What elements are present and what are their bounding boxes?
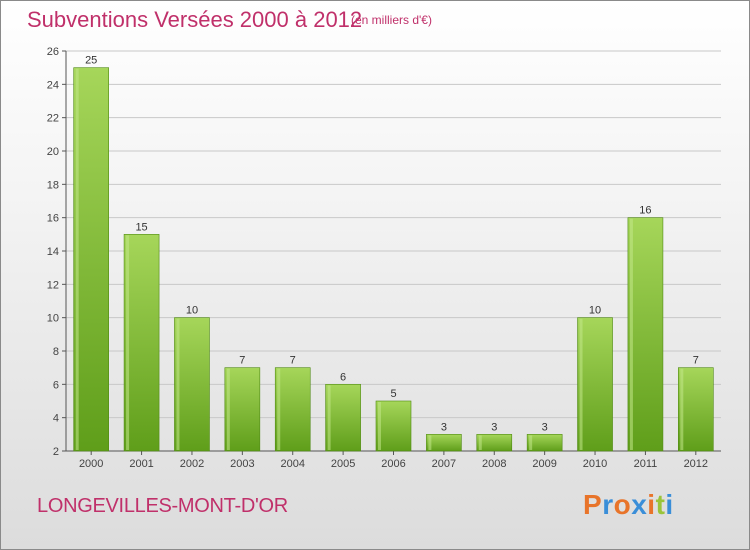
- bar-2010: [577, 317, 613, 452]
- x-tick-label: 2000: [79, 458, 103, 470]
- bar-2011: [627, 217, 664, 452]
- x-tick-label: 2008: [482, 458, 506, 470]
- bar-highlight: [478, 435, 482, 450]
- bar-highlight: [680, 368, 684, 450]
- y-tick-label: 14: [47, 246, 59, 258]
- x-tick-label: 2002: [180, 458, 204, 470]
- bar-highlight: [629, 218, 633, 450]
- logo-letter: x: [631, 489, 648, 520]
- value-label-2003: 7: [239, 355, 245, 367]
- logo-letter: t: [655, 489, 666, 520]
- logo-letter: i: [647, 489, 656, 520]
- x-tick-label: 2011: [634, 458, 658, 470]
- bar-highlight: [579, 318, 583, 450]
- bar-highlight: [226, 368, 230, 450]
- bar-highlight: [126, 235, 130, 450]
- bar-highlight: [176, 318, 180, 450]
- bar-2002: [174, 317, 210, 452]
- x-tick-label: 2012: [684, 458, 708, 470]
- chart-title: Subventions Versées 2000 à 2012: [27, 7, 363, 32]
- x-tick-label: 2010: [583, 458, 607, 470]
- value-label-2010: 10: [589, 305, 601, 317]
- value-label-2000: 25: [85, 55, 97, 67]
- y-tick-label: 12: [47, 279, 59, 291]
- bar-2004: [274, 367, 311, 452]
- value-label-2005: 6: [340, 371, 346, 383]
- bar-2006: [375, 400, 412, 452]
- value-label-2009: 3: [542, 421, 548, 433]
- x-tick-label: 2004: [280, 458, 304, 470]
- y-tick-label: 6: [53, 379, 59, 391]
- y-tick-label: 20: [47, 146, 59, 158]
- y-tick-label: 22: [47, 113, 59, 125]
- value-label-2006: 5: [390, 388, 396, 400]
- bar-highlight: [75, 68, 79, 451]
- bar-2009: [526, 434, 563, 452]
- x-tick-label: 2001: [129, 458, 153, 470]
- bar-highlight: [277, 368, 281, 450]
- bar-2005: [325, 384, 361, 452]
- bar-highlight: [327, 385, 331, 450]
- x-tick-label: 2007: [432, 458, 456, 470]
- y-tick-label: 10: [47, 313, 59, 325]
- value-label-2011: 16: [639, 205, 651, 217]
- chart-unit: (en milliers d'€): [351, 13, 432, 27]
- bar-2001: [123, 234, 160, 452]
- value-label-2007: 3: [441, 421, 447, 433]
- x-tick-label: 2003: [230, 458, 254, 470]
- grid-lines: [66, 50, 721, 419]
- bar-highlight: [378, 402, 381, 450]
- bar-2000: [73, 67, 109, 452]
- proxiti-logo[interactable]: Proxiti: [583, 489, 674, 521]
- commune-name: LONGEVILLES-MONT-D'OR: [37, 495, 288, 517]
- logo-letter: i: [665, 489, 674, 520]
- value-label-2001: 15: [135, 221, 147, 233]
- bar-2012: [678, 367, 714, 452]
- bar-2007: [426, 434, 462, 452]
- value-label-2008: 3: [491, 421, 497, 433]
- y-tick-label: 24: [47, 79, 59, 91]
- x-tick-label: 2005: [331, 458, 355, 470]
- y-tick-label: 16: [47, 213, 59, 225]
- value-label-2004: 7: [290, 355, 296, 367]
- bar-2003: [224, 367, 261, 452]
- logo-letter: P: [583, 489, 603, 520]
- bar-highlight: [428, 435, 432, 450]
- bars: [73, 67, 714, 452]
- y-tick-label: 8: [53, 346, 59, 358]
- y-tick-label: 26: [47, 46, 59, 58]
- labels: 2468101214161820222426252000152001102002…: [47, 46, 708, 470]
- logo-letter: o: [613, 489, 632, 520]
- y-tick-label: 4: [53, 413, 59, 425]
- y-tick-label: 18: [47, 179, 59, 191]
- bar-highlight: [529, 435, 533, 450]
- logo-letter: r: [602, 489, 614, 520]
- x-tick-label: 2009: [532, 458, 556, 470]
- x-tick-label: 2006: [381, 458, 405, 470]
- value-label-2012: 7: [693, 355, 699, 367]
- value-label-2002: 10: [186, 305, 198, 317]
- y-tick-label: 2: [53, 446, 59, 458]
- bar-2008: [476, 434, 513, 452]
